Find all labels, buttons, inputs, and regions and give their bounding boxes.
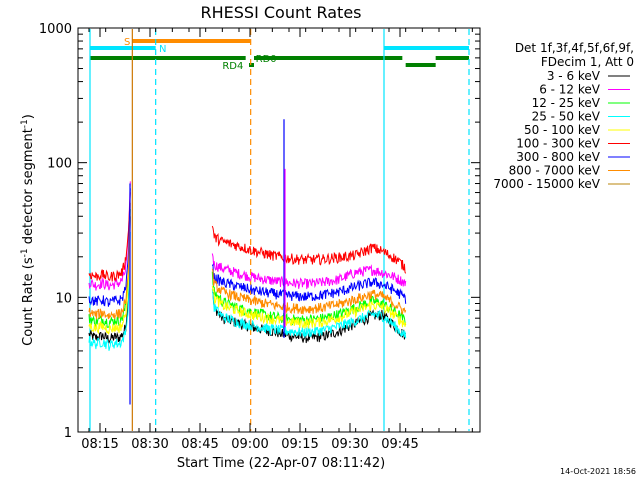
series-line	[211, 253, 407, 290]
legend-header-line2: FDecim 1, Att 0	[541, 55, 634, 69]
flag-label: RD4	[222, 61, 243, 72]
y-tick-label: 1	[64, 426, 72, 441]
series-line	[211, 289, 407, 339]
series-layer	[88, 181, 407, 351]
x-tick-label: 09:15	[281, 437, 318, 452]
series-line	[88, 216, 131, 344]
legend-label: 300 - 800 keV	[516, 150, 600, 164]
legend-label: 25 - 50 keV	[532, 110, 601, 124]
legend-label: 12 - 25 keV	[532, 96, 601, 110]
x-tick-label: 08:45	[181, 437, 218, 452]
chart-title: RHESSI Count Rates	[201, 3, 362, 22]
series-line	[211, 225, 407, 274]
x-tick-label: 08:15	[81, 437, 118, 452]
series-line	[88, 202, 131, 320]
y-axis-title: Count Rate (s-1 detector segment-1)	[20, 114, 36, 346]
legend-label: 100 - 300 keV	[516, 137, 600, 151]
y-tick-label: 10	[55, 291, 72, 306]
plot-frame	[77, 27, 481, 433]
legend: Det 1f,3f,4f,5f,6f,9f, FDecim 1, Att 0 3…	[493, 41, 634, 191]
series-300-800-kev	[88, 188, 407, 307]
legend-label: 6 - 12 keV	[539, 83, 601, 97]
series-6-12-kev	[88, 181, 407, 291]
series-line	[211, 268, 407, 315]
attenuator-vertical-lines	[89, 29, 470, 431]
x-axis-ticks: 08:15 08:30 08:45 09:00 09:15 09:30 09:45	[81, 28, 473, 452]
series-line	[211, 285, 407, 329]
series-line	[88, 181, 131, 291]
spike-lines	[129, 119, 286, 405]
series-25-50-kev	[88, 231, 407, 351]
legend-label: 50 - 100 keV	[524, 123, 601, 137]
series-line	[88, 214, 131, 335]
x-axis-title: Start Time (22-Apr-07 08:11:42)	[177, 456, 385, 471]
x-tick-label: 09:45	[381, 437, 418, 452]
legend-label: 7000 - 15000 keV	[493, 177, 600, 191]
series-line	[88, 231, 131, 351]
series-line	[211, 263, 407, 304]
legend-label: 3 - 6 keV	[547, 69, 601, 83]
x-tick-label: 09:30	[331, 437, 368, 452]
series-line	[88, 192, 131, 282]
flag-label: N	[159, 44, 166, 55]
legend-label: 800 - 7000 keV	[509, 164, 601, 178]
x-tick-label: 08:30	[131, 437, 168, 452]
timestamp: 14-Oct-2021 18:56	[560, 467, 636, 476]
series-50-100-kev	[88, 214, 407, 335]
x-tick-label: 09:00	[231, 437, 268, 452]
flag-label: S	[124, 37, 130, 48]
y-axis-ticks: 1 10 100 1000	[39, 22, 480, 441]
series-line	[88, 208, 131, 328]
series-800-7000-kev	[88, 202, 407, 320]
series-line	[88, 188, 131, 307]
y-tick-label: 100	[47, 157, 72, 172]
flag-bars: SNRD0RD4	[90, 37, 469, 72]
series-100-300-kev	[88, 192, 407, 282]
y-tick-label: 1000	[39, 22, 72, 37]
legend-header-line1: Det 1f,3f,4f,5f,6f,9f,	[515, 41, 634, 55]
